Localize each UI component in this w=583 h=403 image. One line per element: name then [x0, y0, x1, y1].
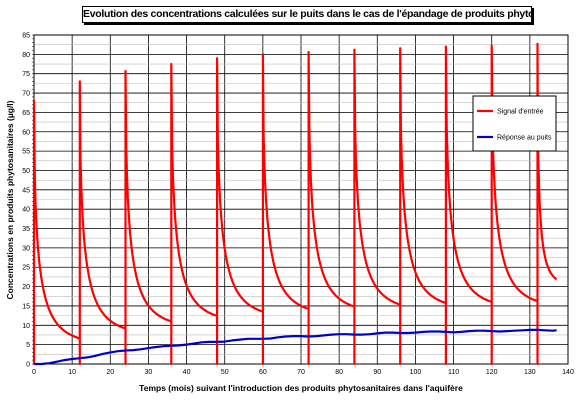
- x-tick-label: 80: [335, 369, 343, 376]
- x-tick-label: 120: [486, 369, 498, 376]
- series: [32, 42, 558, 366]
- y-tick-label: 5: [26, 342, 30, 349]
- x-tick-label: 30: [145, 369, 153, 376]
- series-line: [32, 42, 558, 366]
- legend: Signal d'entrée Réponse au puits: [472, 95, 557, 152]
- x-tick-label: 40: [183, 369, 191, 376]
- x-tick-label: 50: [221, 369, 229, 376]
- x-tick-label: 130: [524, 369, 536, 376]
- y-tick-label: 10: [22, 323, 30, 330]
- x-tick-label: 10: [68, 369, 76, 376]
- x-tick-label: 100: [410, 369, 422, 376]
- legend-box: [472, 95, 557, 152]
- y-tick-label: 35: [22, 226, 30, 233]
- legend-label: Réponse au puits: [497, 135, 552, 142]
- y-tick-label: 70: [22, 91, 30, 98]
- y-tick-label: 20: [22, 284, 30, 291]
- y-tick-label: 50: [22, 168, 30, 175]
- x-tick-label: 70: [297, 369, 305, 376]
- y-axis-title: Concentrations en produits phytosanitair…: [5, 100, 15, 299]
- y-tick-label: 85: [22, 33, 30, 40]
- y-tick-label: 55: [22, 149, 30, 156]
- x-tick-label: 0: [32, 369, 36, 376]
- legend-label: Signal d'entrée: [497, 109, 544, 116]
- series-line: [34, 328, 557, 366]
- x-axis-title: Temps (mois) suivant l'introduction des …: [139, 383, 463, 393]
- y-tick-label: 45: [22, 187, 30, 194]
- y-tick-label: 0: [26, 362, 30, 369]
- y-tick-label: 75: [22, 71, 30, 78]
- x-tick-label: 90: [373, 369, 381, 376]
- grid-lines: [34, 34, 569, 364]
- x-tick-label: 20: [106, 369, 114, 376]
- y-tick-label: 40: [22, 207, 30, 214]
- chart-title: Evolution des concentrations calculées s…: [82, 6, 532, 23]
- x-tick-label: 60: [259, 369, 267, 376]
- y-tick-label: 15: [22, 303, 30, 310]
- y-tick-label: 80: [22, 52, 30, 59]
- y-tick-label: 60: [22, 129, 30, 136]
- y-tick-label: 65: [22, 110, 30, 117]
- x-tick-label: 140: [562, 369, 574, 376]
- y-tick-label: 25: [22, 265, 30, 272]
- x-tick-label: 110: [448, 369, 459, 376]
- y-tick-label: 30: [22, 245, 30, 252]
